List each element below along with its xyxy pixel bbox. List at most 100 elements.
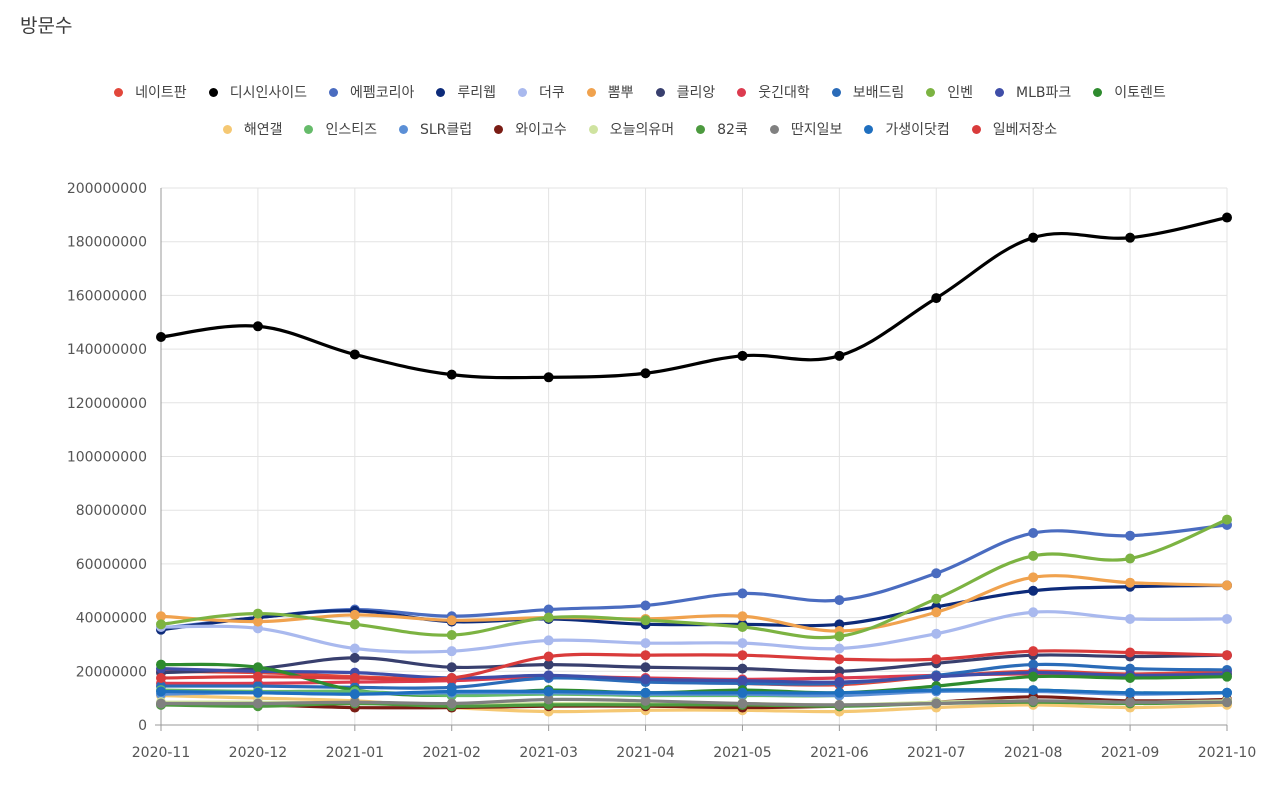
data-point (1125, 613, 1136, 624)
series-6 (156, 572, 1232, 637)
legend-swatch (208, 87, 218, 97)
data-point (349, 349, 360, 360)
y-tick-label: 100000000 (67, 450, 147, 466)
data-point (446, 369, 457, 380)
data-point (1125, 673, 1136, 684)
data-point (834, 631, 845, 642)
data-point (543, 694, 554, 705)
data-point (446, 673, 457, 684)
data-point (252, 662, 263, 673)
data-point (931, 685, 942, 696)
data-point (1222, 613, 1232, 624)
y-tick-label: 180000000 (67, 235, 147, 251)
legend-swatch (588, 124, 598, 134)
data-point (1028, 695, 1039, 706)
data-point (834, 350, 845, 361)
legend-swatch (769, 124, 779, 134)
data-point (1028, 550, 1039, 561)
legend-item[interactable]: 뽐뿌 (586, 82, 634, 102)
legend-item[interactable]: MLB파크 (995, 82, 1071, 102)
x-tick-label: 2021-09 (1101, 745, 1160, 761)
legend-swatch (436, 87, 446, 97)
series-line (160, 653, 1228, 675)
data-point (1028, 685, 1039, 696)
legend-item[interactable]: 디시인사이드 (208, 82, 307, 102)
legend-item[interactable]: 네이트판 (114, 82, 187, 102)
data-point (349, 652, 360, 663)
data-point (1125, 232, 1136, 243)
series-line (160, 697, 1228, 707)
data-point (446, 698, 457, 709)
data-point (737, 663, 748, 674)
data-point (349, 619, 360, 630)
y-tick-label: 20000000 (76, 664, 147, 680)
legend-label: SLR클럽 (420, 122, 473, 138)
legend-item[interactable]: SLR클럽 (399, 119, 472, 139)
x-tick-label: 2021-04 (616, 745, 675, 761)
legend-item[interactable]: 이토렌트 (1093, 82, 1166, 102)
legend-item[interactable]: 루리웹 (436, 82, 496, 102)
legend-item[interactable]: 일베저장소 (971, 119, 1057, 139)
data-point (737, 638, 748, 649)
chart-title: 방문수 (20, 15, 73, 37)
data-point (1028, 659, 1039, 670)
legend-item[interactable]: 딴지일보 (769, 119, 843, 139)
series-line (160, 695, 1228, 710)
data-point (543, 635, 554, 646)
data-point (349, 609, 360, 620)
data-point (1028, 671, 1039, 682)
legend-swatch (655, 87, 665, 97)
data-point (737, 350, 748, 361)
data-point (1125, 697, 1136, 708)
legend-item[interactable]: 오늘의유머 (588, 119, 675, 139)
series-19 (156, 694, 1232, 710)
legend-item[interactable]: 더쿠 (518, 82, 565, 102)
legend-swatch (737, 87, 747, 97)
legend-label: 클리앙 (676, 85, 716, 101)
data-point (931, 698, 942, 709)
y-tick-label: 40000000 (76, 611, 147, 627)
y-tick-label: 160000000 (67, 288, 147, 304)
legend-item[interactable]: 82쿡 (696, 119, 748, 139)
legend-item[interactable]: 해연갤 (222, 119, 282, 139)
data-point (543, 670, 554, 681)
data-point (446, 630, 457, 641)
legend-item[interactable]: 에펨코리아 (328, 82, 414, 102)
legend-label: 더쿠 (539, 85, 565, 101)
legend-item[interactable]: 웃긴대학 (737, 82, 810, 102)
legend-label: 오늘의유머 (609, 122, 675, 138)
legend-item[interactable]: 보배드림 (831, 82, 904, 102)
y-tick-label: 0 (138, 718, 147, 734)
legend-item[interactable]: 가생이닷컴 (864, 119, 950, 139)
x-tick-label: 2021-08 (1004, 745, 1063, 761)
series-line (160, 688, 1228, 696)
legend-label: MLB파크 (1016, 85, 1072, 101)
legend-label: 딴지일보 (790, 122, 843, 138)
legend-label: 네이트판 (135, 85, 187, 101)
legend-label: 인벤 (947, 85, 974, 101)
legend-item[interactable]: 와이고수 (494, 119, 567, 139)
legend-item[interactable]: 클리앙 (655, 82, 716, 102)
legend-label: 82쿡 (717, 122, 748, 138)
series-5 (156, 607, 1232, 657)
legend-swatch (926, 87, 936, 97)
data-point (543, 686, 554, 697)
data-point (252, 671, 263, 682)
legend-label: 이토렌트 (1114, 85, 1166, 101)
legend-swatch (696, 124, 706, 134)
legend-item[interactable]: 인벤 (926, 82, 973, 102)
x-tick-label: 2021-01 (326, 745, 385, 761)
data-point (931, 607, 942, 618)
data-point (156, 611, 166, 622)
legend-swatch (1093, 87, 1103, 97)
data-point (640, 615, 651, 626)
series-4 (156, 580, 1232, 635)
series-line (160, 610, 1228, 654)
series-line (160, 215, 1228, 380)
data-point (931, 671, 942, 682)
legend-item[interactable]: 인스티즈 (304, 119, 377, 139)
data-point (446, 615, 457, 626)
series-line (160, 649, 1228, 682)
data-point (1222, 697, 1232, 708)
